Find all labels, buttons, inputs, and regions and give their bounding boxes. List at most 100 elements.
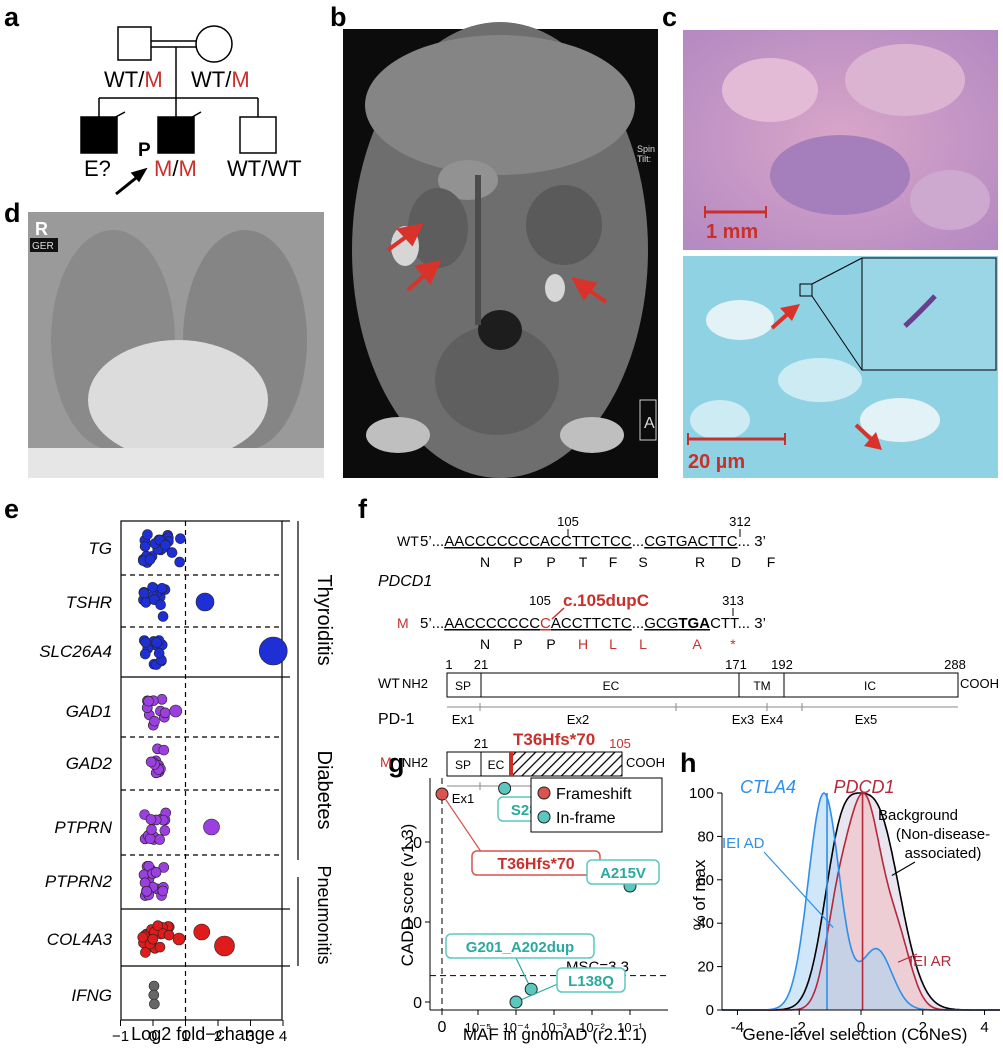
ct-scan-image: A Spin Tilt: — [343, 22, 658, 478]
e-dot — [140, 947, 151, 958]
stain-inset — [861, 257, 997, 371]
f-wt-exon: Ex2 — [567, 712, 589, 727]
f-pos-105-wt: 105 — [557, 514, 579, 529]
f-mutation-label: c.105dupC — [563, 591, 649, 610]
f-m-five: 5’... — [420, 615, 444, 632]
e-dot — [139, 541, 151, 552]
g-label-inframe: G201_A202dup — [466, 939, 574, 956]
f-m-aa: P — [546, 636, 555, 652]
f-wt-aa: F — [609, 554, 618, 570]
h-xtick-label: 4 — [980, 1019, 988, 1036]
f-wt-aa: P — [513, 554, 522, 570]
e-dot — [155, 599, 166, 611]
h-bg-leader — [891, 861, 916, 876]
g-xtick-label: 10⁻⁴ — [503, 1020, 530, 1035]
e-xtick-label: 0 — [149, 1028, 157, 1045]
g-ylabel: CADD score (v1.3) — [398, 824, 417, 967]
stain-patch-4 — [690, 400, 750, 440]
h-ytick-label: 60 — [697, 872, 714, 889]
f-wt-seq-a: AACCCCCCCACCTTCTCC — [444, 533, 632, 550]
panel-label-d: d — [4, 198, 21, 228]
h-ar-leader — [897, 953, 918, 963]
e-dot-outlier — [172, 932, 186, 946]
h-ylabel: % of max — [690, 859, 709, 930]
f-wt-nh2: NH2 — [402, 676, 428, 691]
proband-symbol — [157, 116, 195, 154]
g-legend-swatch-frameshift — [537, 786, 551, 800]
f-m-seq-stop: TGA — [678, 615, 710, 632]
h-xtick-label: 2 — [919, 1019, 927, 1036]
f-pos-313: 313 — [722, 593, 744, 608]
chest-xray-image: R GER — [28, 212, 324, 478]
f-wt-five: 5’... — [420, 533, 444, 550]
f-m-domain: SP — [455, 758, 471, 772]
ct-kidney-right — [526, 185, 602, 265]
e-gene-label: IFNG — [71, 986, 112, 1005]
f-wt-domain: EC — [603, 679, 620, 693]
f-wt-domain: SP — [455, 679, 471, 693]
f-wt-domain: IC — [864, 679, 876, 693]
f-m-label: M — [397, 615, 409, 631]
f-mutation-pointer — [551, 607, 565, 620]
f-wt-aa: S — [638, 554, 647, 570]
g-label-box — [445, 933, 595, 959]
e-dot — [163, 929, 175, 941]
f-wt-pos: 21 — [474, 657, 488, 672]
stain-zoom-line-2 — [811, 295, 863, 371]
f-wt-pos: 1 — [445, 657, 452, 672]
f-wt-domain: TM — [753, 679, 770, 693]
f-m-three: ... 3’ — [738, 615, 766, 632]
e-xtick-label: −1 — [112, 1028, 129, 1045]
ct-overlay-top: Spin — [637, 144, 655, 154]
h-bg-label: Background — [878, 807, 958, 824]
e-xtick-label: 4 — [279, 1028, 287, 1045]
ct-orientation-box — [639, 399, 657, 441]
g-label-t36: T36Hfs*70 — [497, 856, 574, 873]
g-legend-swatch-inframe — [537, 810, 551, 824]
ct-hip-right — [560, 417, 624, 453]
stain-arrowhead-2 — [864, 432, 882, 450]
e-dot — [149, 998, 160, 1010]
sibling1-label: E? — [84, 156, 111, 181]
f-wt-exon: Ex1 — [452, 712, 474, 727]
f-m-aa-red: * — [730, 636, 736, 652]
e-dot — [143, 695, 154, 707]
stain-arrowhead-1 — [780, 304, 800, 321]
panel-e-gene-labels: TG TSHR SLC26A4 GAD1 GAD2 PTPRN PTPRN2 COL4A3 IF… — [39, 539, 112, 1005]
f-m-dots: ... — [632, 615, 645, 632]
h-ytick-label: 20 — [697, 959, 714, 976]
group-diabetes: Diabetes — [313, 751, 335, 830]
stain-zoom-box — [799, 283, 813, 297]
f-m-domain: EC — [488, 758, 505, 772]
ct-arrowhead-2 — [414, 260, 442, 285]
proband-marker: P — [138, 140, 151, 161]
h-ytick-label: 100 — [689, 785, 714, 802]
f-pos-312: 312 — [729, 514, 751, 529]
g-xlabel: MAF in gnomAD (r2.1.1) — [463, 1025, 647, 1044]
f-wt-cooh: COOH — [960, 676, 999, 691]
panel-label-a: a — [4, 2, 20, 32]
proband-allele-a: M — [154, 156, 172, 181]
f-m-aa-red: H — [578, 636, 588, 652]
f-wt-aa: P — [546, 554, 555, 570]
g-label-box — [556, 967, 626, 993]
histology-stain-image: 20 µm — [683, 256, 998, 478]
e-dot — [151, 637, 162, 648]
panel-h-chart: 0 20 40 60 80 100 -4 -2 0 2 4 % of max Gene-level … — [689, 777, 1000, 1044]
e-dot — [174, 556, 185, 568]
e-gene-label: TG — [88, 539, 112, 558]
pedigree-labels: WT/M WT/M E? P M/M WT/WT — [84, 67, 302, 181]
f-wt-pos: 171 — [725, 657, 747, 672]
e-dot — [157, 885, 169, 897]
e-gene-label: TSHR — [66, 593, 112, 612]
e-dot — [138, 587, 150, 599]
proband-allele-b: M — [178, 156, 196, 181]
e-gene-label: GAD2 — [66, 754, 113, 773]
f-m-aa-red: L — [609, 636, 617, 652]
panel-e-xticks: −1 0 1 2 3 4 — [112, 1020, 287, 1045]
e-dot — [149, 715, 160, 727]
xray-tag: GER — [32, 241, 54, 252]
father-symbol — [117, 26, 152, 61]
h-xtick-label: 0 — [857, 1019, 865, 1036]
